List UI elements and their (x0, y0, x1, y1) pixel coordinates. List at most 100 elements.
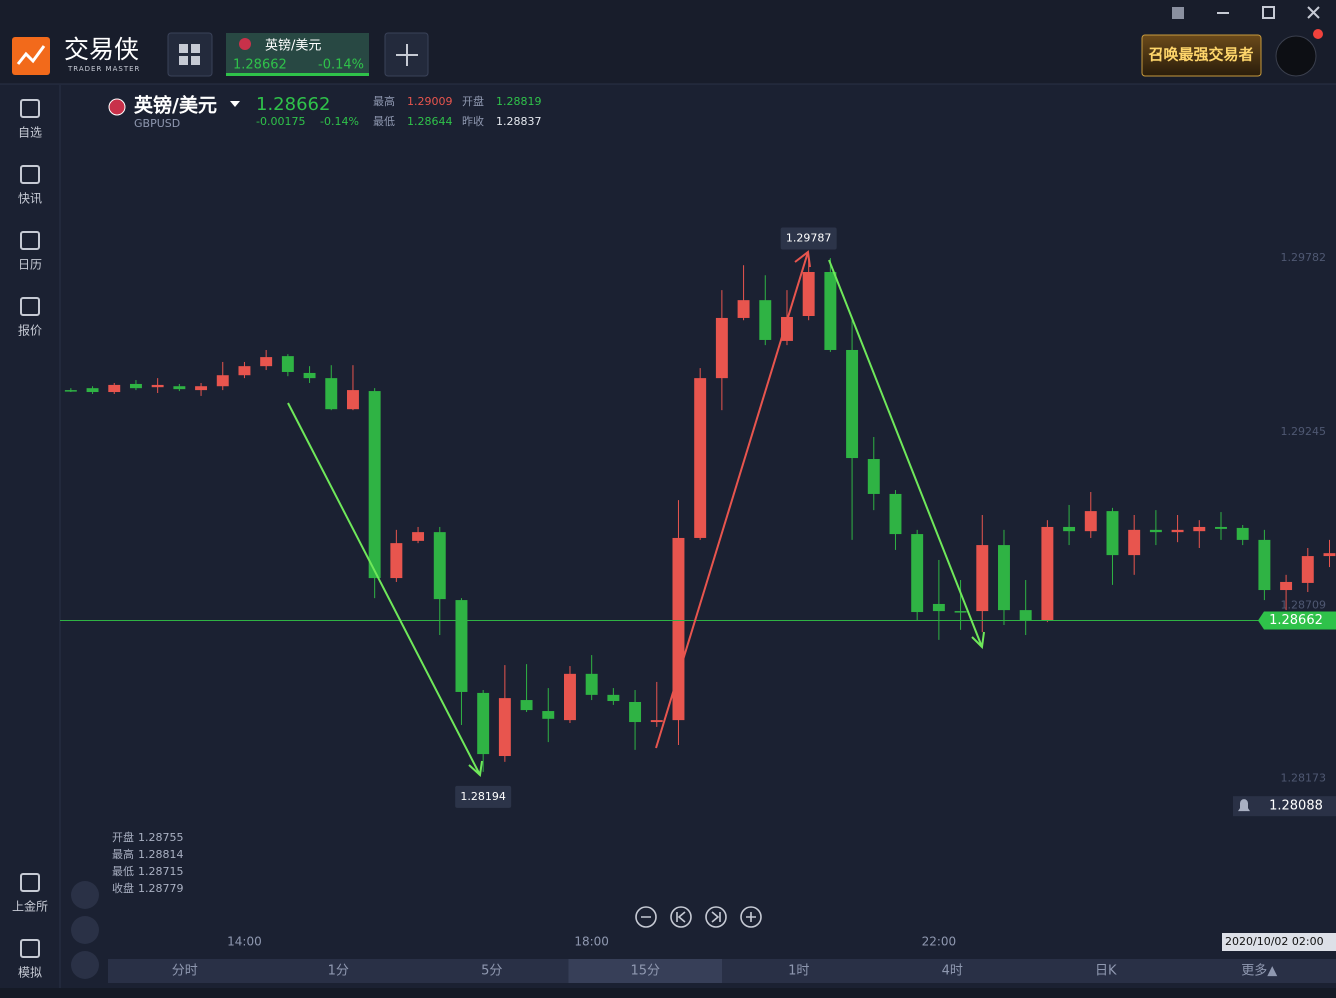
candle-body (1041, 526, 1054, 621)
candle-body (1236, 527, 1249, 540)
x-tick-label: 14:00 (227, 935, 262, 949)
candle-body (563, 673, 576, 721)
candle-body (195, 386, 208, 391)
candle-body (1149, 529, 1162, 533)
timeframe[interactable]: 5分 (481, 964, 502, 979)
y-tick-label: 1.29782 (1281, 251, 1327, 264)
sidebar-label[interactable]: 日历 (18, 258, 42, 272)
candle-body (325, 378, 338, 410)
alert-price: 1.28088 (1269, 799, 1323, 814)
candle-body (650, 720, 663, 723)
trend-arrows (287, 250, 985, 778)
ohlc-info: 开盘 1.28755 (112, 830, 184, 844)
ohlc-label: 最低 (112, 865, 134, 878)
x-tick-label: 22:00 (922, 935, 957, 949)
candle-body (1084, 511, 1097, 532)
stat-label: 最高 (373, 94, 395, 108)
stat-label: 开盘 (462, 94, 484, 108)
stat-value: 1.28837 (496, 115, 542, 128)
plus-icon (396, 44, 418, 66)
timeframe[interactable]: 分时 (172, 964, 198, 979)
bell-icon[interactable] (1238, 799, 1250, 812)
sidebar-icon[interactable] (20, 873, 40, 892)
symbol-tab[interactable] (226, 33, 369, 76)
ohlc-info: 收盘 1.28779 (112, 881, 184, 895)
go-start[interactable] (670, 906, 692, 928)
candle-body (976, 545, 989, 612)
close-button[interactable] (1307, 6, 1320, 19)
tab-name: 英镑/美元 (265, 38, 321, 54)
candle-body (1323, 553, 1336, 557)
zoom-in[interactable] (740, 906, 762, 928)
tab-change: -0.14% (318, 58, 364, 73)
candle-body (1215, 526, 1227, 529)
candle-body (759, 300, 772, 340)
maximize-button[interactable] (1262, 6, 1275, 19)
skin-button[interactable] (1172, 7, 1184, 19)
timeframe[interactable]: 1分 (328, 964, 349, 979)
max-label-box (780, 227, 837, 250)
ohlc-value: 1.28779 (138, 882, 184, 895)
ohlc-label: 开盘 (112, 830, 134, 844)
y-tick-label: 1.28173 (1281, 772, 1327, 785)
sidebar-label[interactable]: 模拟 (18, 966, 42, 980)
candle-body (64, 390, 77, 392)
quote-change-pct: -0.14% (320, 115, 359, 128)
candle-body (477, 692, 490, 755)
cursor-time: 2020/10/02 02:00 (1225, 935, 1324, 948)
candle-body (238, 366, 251, 376)
avatar[interactable] (1275, 35, 1317, 77)
logo-icon (12, 37, 50, 75)
ohlc-value: 1.28755 (138, 831, 184, 844)
top-bar (0, 0, 1336, 84)
ohlc-info: 最低 1.28715 (112, 865, 184, 878)
dropdown-caret[interactable] (230, 101, 240, 107)
candle-body (368, 391, 381, 579)
candle-body (1280, 581, 1293, 591)
stat-value: 1.29009 (407, 95, 453, 108)
sidebar-icon[interactable] (20, 297, 40, 316)
timeframe[interactable]: 更多▲ (1241, 963, 1277, 979)
candle-body (281, 356, 294, 372)
candle-body (1019, 610, 1032, 621)
candle-body (86, 388, 99, 393)
last-price-tag (1258, 611, 1336, 630)
trend-line (287, 402, 481, 776)
tab-indicator (226, 73, 369, 76)
sidebar-icon[interactable] (20, 165, 40, 184)
candle-body (1063, 526, 1076, 532)
go-end[interactable] (705, 906, 727, 928)
layout-button[interactable] (167, 32, 213, 77)
sidebar-label[interactable]: 快讯 (18, 192, 42, 206)
zoom-out[interactable] (635, 906, 657, 928)
symbol-name[interactable]: 英镑/美元 (134, 94, 217, 117)
timeframe[interactable]: 4时 (942, 964, 963, 979)
tool-button[interactable] (71, 916, 99, 944)
arrow-head (971, 631, 985, 650)
ohlc-label: 最高 (112, 847, 134, 861)
timeframe-selected (568, 959, 722, 983)
tool-button[interactable] (71, 951, 99, 979)
timeframe[interactable]: 日K (1095, 964, 1117, 979)
timeframe[interactable]: 1时 (788, 964, 809, 979)
sidebar-icon[interactable] (20, 231, 40, 250)
tool-button[interactable] (71, 881, 99, 909)
candle-body (1301, 556, 1314, 583)
sidebar-label[interactable]: 上金所 (12, 899, 48, 914)
sidebar-label[interactable]: 报价 (18, 323, 42, 338)
sidebar-icon[interactable] (20, 99, 40, 118)
candle-body (998, 545, 1010, 611)
sidebar-label[interactable]: 自选 (18, 126, 42, 140)
candle-body (737, 300, 750, 318)
stat-label: 最低 (373, 115, 395, 128)
sidebar-icon[interactable] (20, 939, 40, 958)
nav-icons (641, 911, 756, 923)
arrow-head (794, 250, 811, 268)
timeframe[interactable]: 15分 (630, 964, 660, 979)
promo-banner[interactable] (1141, 34, 1262, 77)
candle-body (542, 711, 555, 719)
min-label-box (455, 785, 512, 808)
cursor-time-box (1222, 933, 1336, 951)
